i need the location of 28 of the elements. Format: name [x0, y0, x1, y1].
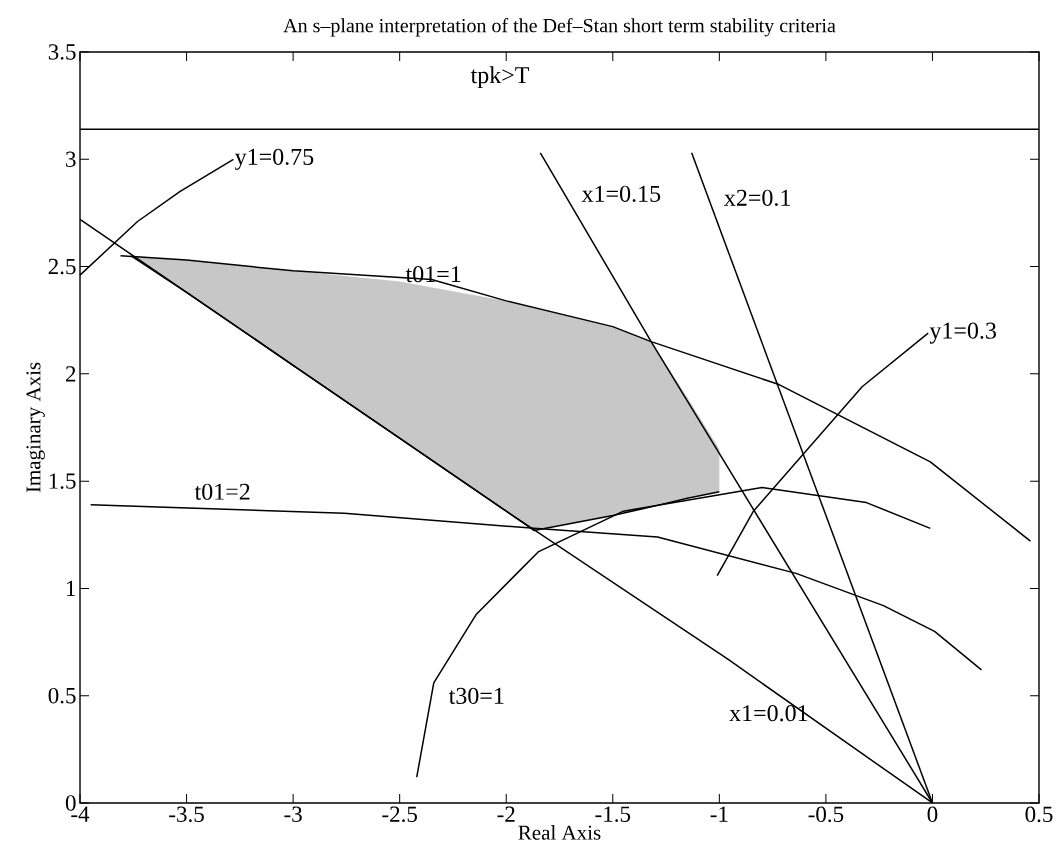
- y-tick-label: 2: [65, 366, 76, 382]
- series-label: y1=0.75: [234, 148, 314, 170]
- x-tick-label: -1.5: [595, 806, 631, 823]
- series-label: x2=0.1: [724, 189, 790, 206]
- x-tick-label: -2: [497, 806, 515, 822]
- x-tick-label: 0: [927, 806, 938, 823]
- x-axis-title: Real Axis: [518, 825, 601, 840]
- x-tick-label: -3.5: [169, 806, 204, 823]
- x-tick-label: -1: [710, 806, 728, 822]
- x-tick-label: -2.5: [382, 806, 417, 823]
- y-tick-label: 1.5: [49, 473, 76, 489]
- series-label: x1=0.15: [581, 185, 661, 202]
- y-tick-label: 3: [66, 151, 76, 167]
- y-tick-label: 2.5: [48, 258, 76, 275]
- chart-title: An s–plane interpretation of the Def–Stan short term stability criteria: [283, 18, 836, 37]
- y-tick-label: 0.5: [48, 687, 76, 704]
- series-label: t01=1: [405, 266, 461, 283]
- series-label: t30=1: [448, 687, 504, 704]
- series-label: t01=2: [194, 483, 250, 500]
- series-label: x1=0.01: [729, 705, 808, 722]
- y-tick-label: 3.5: [48, 44, 76, 60]
- x-tick-label: -3: [284, 806, 302, 822]
- x-tick-label: 0.5: [1025, 806, 1053, 823]
- series-label: y1=0.3: [929, 322, 996, 344]
- legend-label: tpk>T: [470, 66, 530, 89]
- y-axis-title: Imaginary Axis: [26, 362, 45, 493]
- x-tick-label: -0.5: [808, 806, 844, 823]
- y-tick-label: 1: [67, 580, 76, 597]
